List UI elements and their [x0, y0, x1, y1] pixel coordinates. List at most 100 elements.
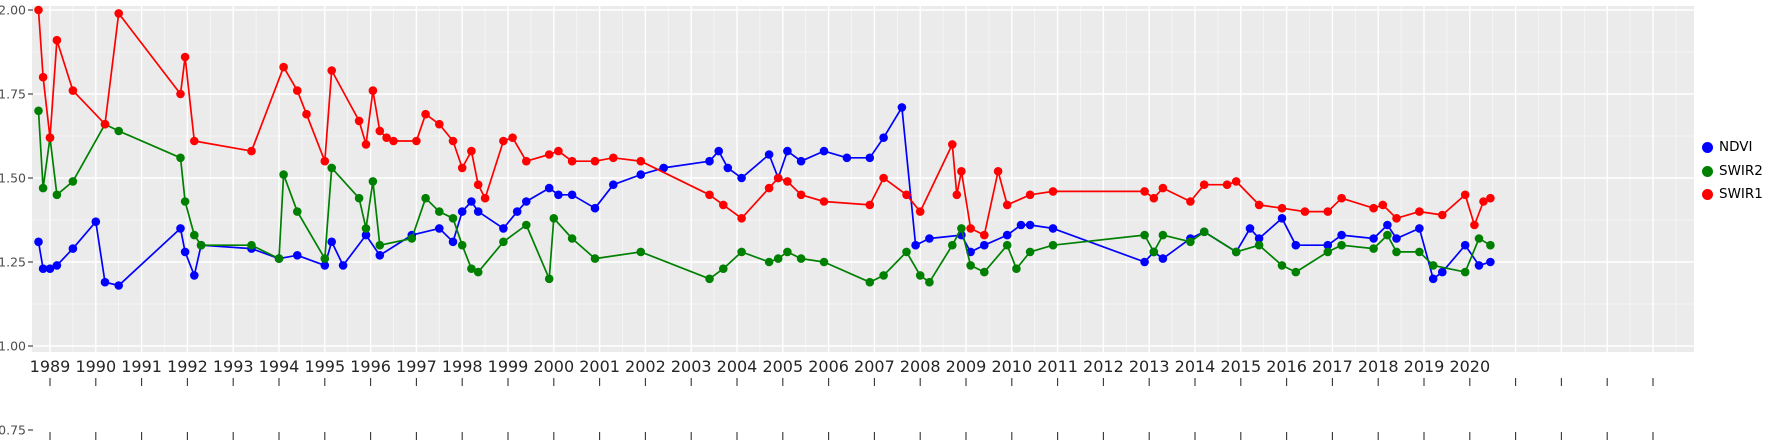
data-point	[435, 224, 444, 233]
x-tick-label: 1994	[259, 357, 300, 376]
x-tick-label: 1997	[396, 357, 437, 376]
data-point	[705, 190, 714, 200]
data-point	[879, 173, 888, 183]
data-point	[499, 136, 508, 146]
data-point	[512, 207, 522, 216]
legend-label-ndvi: NDVI	[1719, 139, 1753, 155]
data-point	[1048, 187, 1058, 196]
y-tick-label: 2.00	[0, 3, 26, 18]
x-tick-label: 2005	[762, 357, 803, 376]
data-point	[1231, 177, 1241, 186]
data-point	[819, 197, 829, 206]
data-point	[327, 163, 337, 173]
data-point	[368, 86, 378, 95]
data-point	[1002, 240, 1012, 250]
data-point	[1460, 240, 1470, 250]
data-point	[1369, 234, 1378, 243]
data-point	[819, 146, 829, 156]
data-point	[180, 52, 190, 62]
x-tick-label: 1999	[488, 357, 529, 376]
data-point	[1149, 247, 1159, 257]
data-point	[1140, 230, 1149, 240]
data-point	[1140, 187, 1149, 196]
data-point	[499, 237, 508, 247]
data-point	[91, 217, 101, 226]
y-tick-label: 1.75	[0, 87, 26, 102]
data-point	[375, 240, 385, 250]
data-point	[948, 240, 957, 250]
y-tick-label: 1.25	[0, 255, 26, 270]
data-point	[247, 146, 256, 156]
data-point	[966, 261, 975, 270]
plot-panel	[32, 6, 1694, 352]
data-point	[796, 190, 806, 200]
data-point	[467, 146, 476, 156]
data-point	[1438, 210, 1447, 220]
data-point	[737, 247, 746, 257]
data-point	[1291, 267, 1301, 277]
data-point	[723, 163, 733, 173]
data-point	[448, 136, 458, 146]
x-tick-label: 2014	[1175, 357, 1216, 376]
data-point	[320, 156, 330, 166]
data-point	[773, 254, 783, 263]
data-point	[368, 177, 378, 186]
data-point	[361, 224, 371, 233]
data-point	[1337, 240, 1346, 250]
data-point	[544, 150, 554, 159]
data-point	[925, 277, 934, 287]
data-point	[1369, 203, 1378, 213]
x-tick-label: 2004	[717, 357, 758, 376]
x-tick-label: 2019	[1404, 357, 1445, 376]
data-point	[45, 264, 55, 274]
data-point	[590, 254, 600, 263]
data-point	[338, 261, 348, 270]
x-tick-label: 2013	[1129, 357, 1170, 376]
data-point	[1291, 240, 1301, 250]
data-point	[1048, 240, 1058, 250]
x-tick-label: 1992	[167, 357, 208, 376]
data-point	[925, 234, 934, 243]
data-point	[948, 140, 957, 149]
legend-item-ndvi: NDVI	[1702, 139, 1763, 155]
data-point	[327, 66, 337, 75]
data-point	[554, 190, 563, 200]
data-point	[1486, 257, 1495, 267]
data-point	[473, 207, 483, 216]
data-point	[435, 207, 444, 216]
data-point	[1025, 247, 1035, 257]
data-point	[448, 237, 458, 247]
data-point	[1383, 220, 1392, 230]
data-point	[819, 257, 829, 267]
x-tick-label: 1989	[30, 357, 71, 376]
data-point	[52, 35, 62, 45]
data-point	[421, 109, 430, 119]
data-point	[1428, 274, 1438, 284]
data-point	[480, 193, 490, 203]
data-point	[1254, 200, 1264, 210]
data-point	[1048, 224, 1058, 233]
data-point	[508, 133, 517, 142]
data-point	[783, 177, 792, 186]
data-point	[567, 234, 577, 243]
data-point	[457, 240, 467, 250]
data-point	[190, 271, 199, 280]
x-tick-label: 2003	[671, 357, 712, 376]
data-point	[764, 183, 774, 193]
data-point	[100, 277, 110, 287]
data-point	[1199, 180, 1209, 189]
data-point	[354, 116, 364, 126]
data-point	[421, 193, 430, 203]
data-point	[1186, 237, 1195, 247]
data-point	[952, 190, 962, 200]
data-point	[180, 247, 190, 257]
data-point	[499, 224, 508, 233]
data-point	[1222, 180, 1232, 189]
data-point	[100, 119, 110, 129]
x-tick-label: 1995	[304, 357, 345, 376]
data-point	[293, 251, 302, 260]
data-point	[190, 230, 199, 240]
data-point	[279, 62, 288, 72]
data-point	[68, 86, 78, 95]
data-point	[114, 281, 123, 290]
